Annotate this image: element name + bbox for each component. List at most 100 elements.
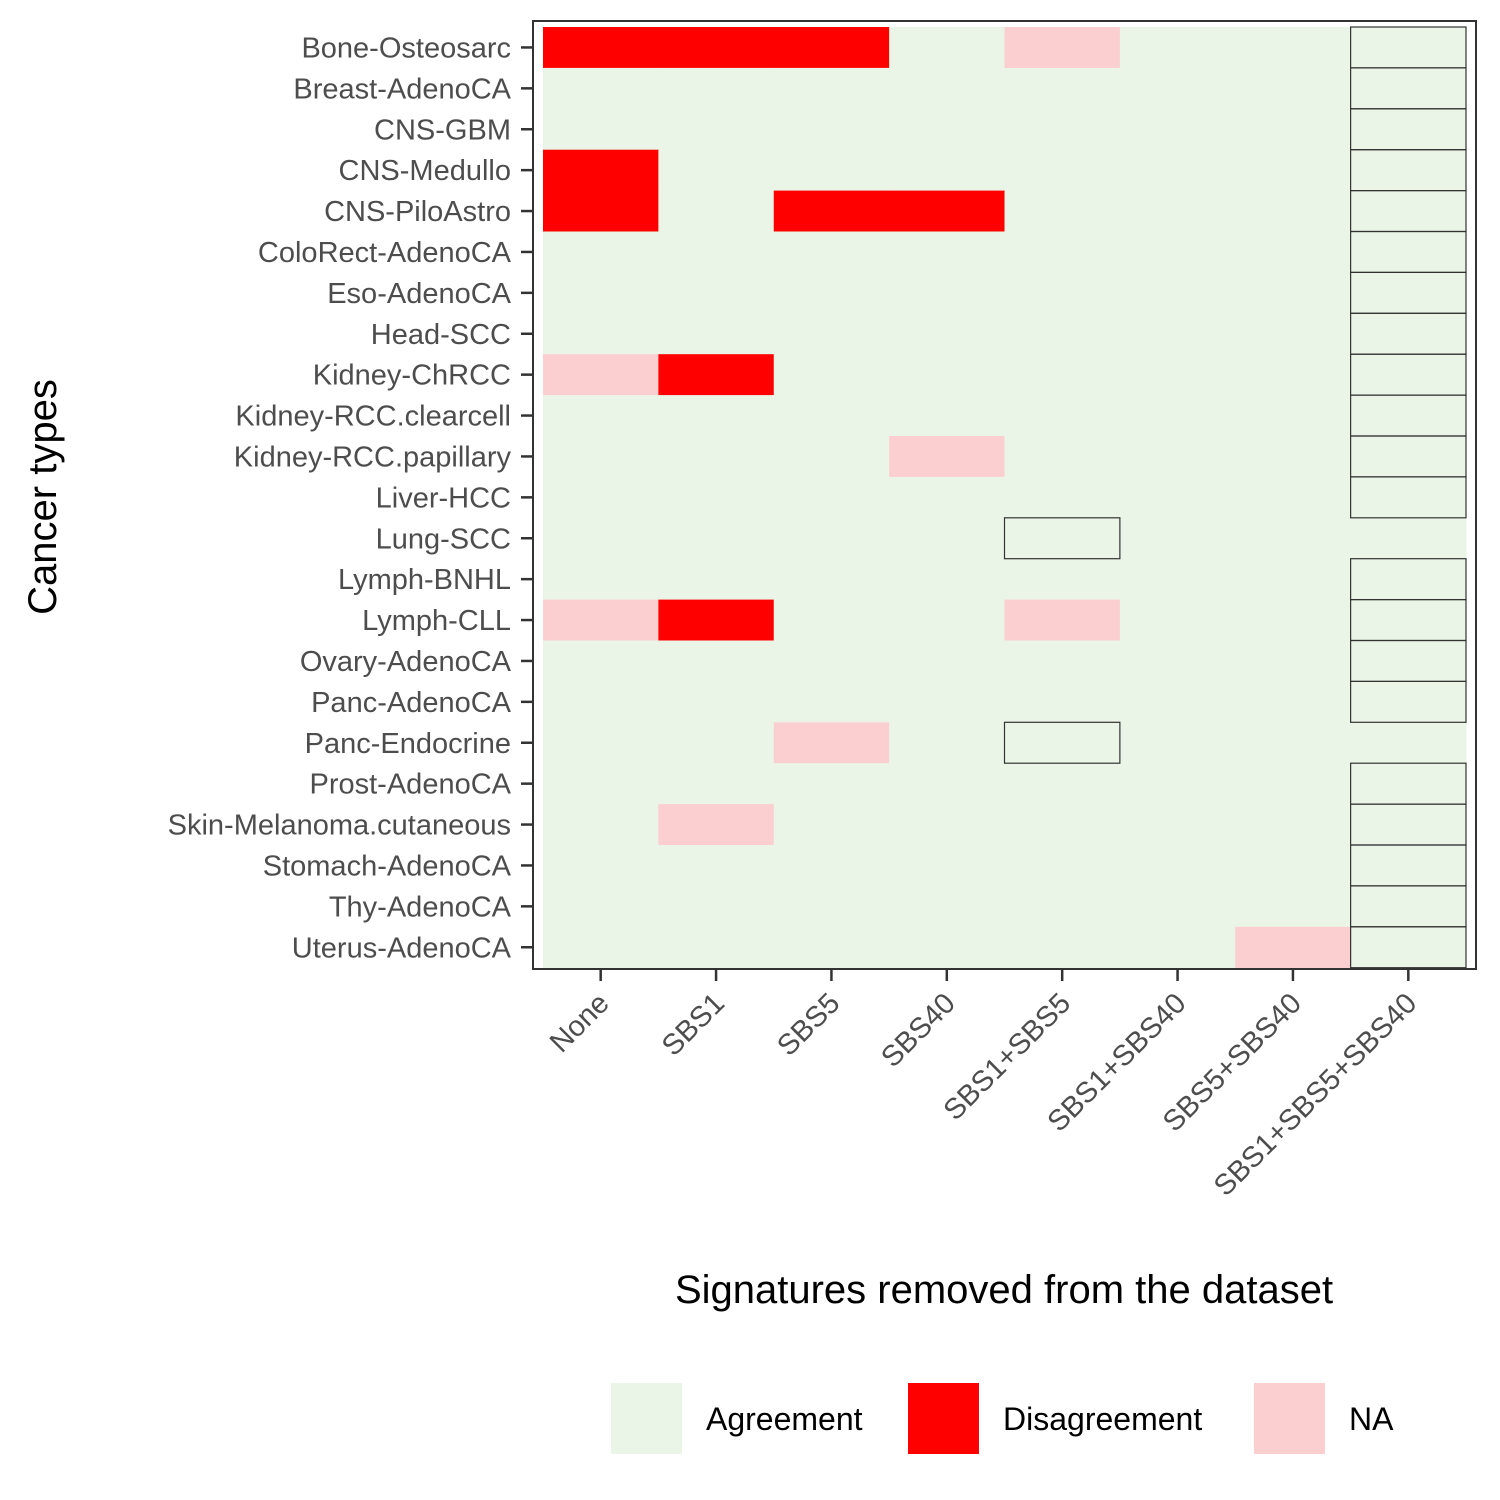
heatmap-cell (773, 231, 890, 273)
outlined-cell (1003, 721, 1121, 764)
heatmap-cell (1350, 681, 1467, 723)
heatmap-cell (889, 231, 1005, 273)
heatmap-cell (1119, 804, 1236, 846)
heatmap-cell (1004, 558, 1121, 601)
heatmap-cell (889, 108, 1005, 151)
heatmap-cell (658, 804, 775, 846)
heatmap-cell (1235, 149, 1352, 192)
heatmap-cell (773, 108, 890, 151)
heatmap-cell (889, 599, 1005, 641)
heatmap-cell (1235, 395, 1352, 437)
heatmap-cell (1119, 108, 1236, 151)
heatmap-cell (1119, 190, 1236, 232)
heatmap-cell (1004, 517, 1121, 560)
heatmap-cell (773, 558, 890, 601)
heatmap-cell (1350, 926, 1467, 969)
heatmap-cell (658, 108, 775, 151)
y-tick-label: Lymph-CLL (362, 605, 511, 637)
heatmap-cell (1350, 599, 1467, 641)
heatmap-cell (1119, 313, 1236, 355)
heatmap-cell (1119, 517, 1236, 560)
heatmap-cell (543, 517, 659, 560)
heatmap-cell (889, 395, 1005, 437)
heatmap-cell (1350, 395, 1467, 437)
heatmap-cell (658, 395, 775, 437)
y-tick-label: Stomach-AdenoCA (263, 850, 512, 882)
heatmap-outlines (1003, 26, 1467, 969)
heatmap-cell (543, 599, 659, 641)
heatmap-cell (543, 108, 659, 151)
heatmap-cell (1119, 681, 1236, 723)
heatmap-cell (1350, 436, 1467, 478)
heatmap-cell (1004, 804, 1121, 846)
heatmap-cell (889, 354, 1005, 396)
heatmap-cell (1235, 558, 1352, 601)
y-tick-label: Uterus-AdenoCA (292, 932, 512, 964)
heatmap-cell (1119, 395, 1236, 437)
heatmap-cell (1004, 149, 1121, 192)
heatmap-cell (543, 27, 659, 69)
heatmap-cell (1350, 476, 1467, 519)
x-axis-title: Signatures removed from the dataset (675, 1268, 1333, 1312)
heatmap-cell (1004, 885, 1121, 928)
heatmap-cell (543, 681, 659, 723)
y-tick-label: Head-SCC (371, 319, 511, 351)
heatmap-cell (1004, 108, 1121, 151)
heatmap-cell (543, 149, 659, 192)
heatmap-cell (658, 926, 775, 969)
heatmap-cell (1004, 67, 1121, 110)
heatmap-cell (1004, 313, 1121, 355)
heatmap-cell (543, 354, 659, 396)
y-tick-label: Kidney-RCC.papillary (234, 441, 512, 473)
heatmap-cells (543, 27, 1467, 969)
heatmap-cell (1350, 804, 1467, 846)
heatmap-cell (1004, 926, 1121, 969)
heatmap-cell (1235, 313, 1352, 355)
heatmap-cell (889, 845, 1005, 887)
y-tick-label: Skin-Melanoma.cutaneous (168, 810, 511, 842)
heatmap-cell (773, 599, 890, 641)
y-tick-label: Bone-Osteosarc (301, 32, 511, 64)
heatmap-cell (889, 681, 1005, 723)
heatmap-cell (1119, 885, 1236, 928)
heatmap-cell (543, 395, 659, 437)
heatmap-cell (773, 476, 890, 519)
heatmap-cell (1235, 763, 1352, 805)
heatmap-cell (773, 926, 890, 969)
heatmap-cell (658, 681, 775, 723)
heatmap-cell (889, 885, 1005, 928)
heatmap-cell (1004, 354, 1121, 396)
heatmap-cell (1004, 599, 1121, 641)
heatmap-cell (543, 558, 659, 601)
heatmap-cell (1350, 313, 1467, 355)
heatmap-cell (1350, 108, 1467, 151)
heatmap-cell (1119, 436, 1236, 478)
heatmap-cell (658, 517, 775, 560)
heatmap-cell (1235, 804, 1352, 846)
heatmap-cell (543, 763, 659, 805)
heatmap-cell (1235, 436, 1352, 478)
legend-label: Agreement (706, 1401, 863, 1437)
heatmap-cell (773, 272, 890, 314)
heatmap-cell (889, 67, 1005, 110)
heatmap-cell (1350, 231, 1467, 273)
heatmap-cell (1004, 763, 1121, 805)
heatmap-cell (1350, 517, 1467, 560)
heatmap-cell (889, 313, 1005, 355)
legend-key (1254, 1383, 1325, 1454)
heatmap-cell (1350, 190, 1467, 232)
heatmap-cell (1119, 558, 1236, 601)
heatmap-cell (1119, 599, 1236, 641)
heatmap-cell (1350, 272, 1467, 314)
outlined-cell (1003, 517, 1121, 560)
heatmap-cell (543, 845, 659, 887)
y-tick-label: Panc-Endocrine (305, 728, 511, 760)
heatmap-cell (543, 313, 659, 355)
heatmap-cell (658, 599, 775, 641)
heatmap-cell (658, 640, 775, 682)
heatmap-cell (889, 27, 1005, 69)
heatmap-cell (773, 885, 890, 928)
y-tick-label: CNS-Medullo (339, 155, 511, 187)
heatmap-cell (773, 27, 890, 69)
